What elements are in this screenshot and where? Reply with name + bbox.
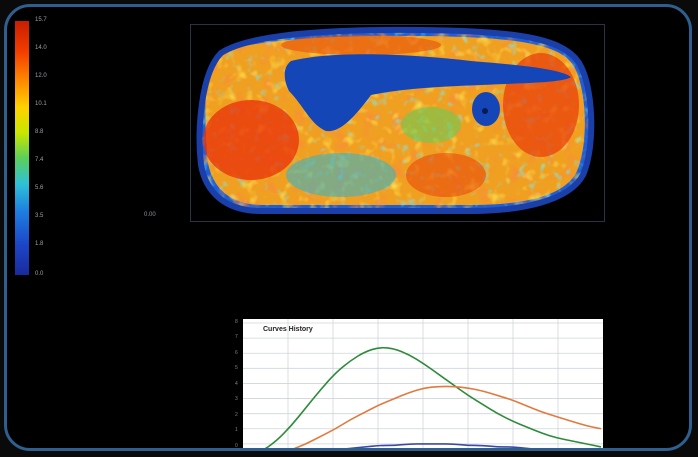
chart-y-tick: 0 xyxy=(235,443,238,449)
pressure-heatmap xyxy=(196,26,595,214)
pressure-map-panel xyxy=(190,24,605,222)
color-scale-tick: 15.7 xyxy=(35,17,47,23)
map-side-label: 0.00 xyxy=(144,212,156,218)
color-scale-tick: 14.0 xyxy=(35,45,47,51)
chart-svg: Curves History xyxy=(243,319,603,448)
color-scale-tick: 3.5 xyxy=(35,213,44,219)
chart-y-tick: 6 xyxy=(235,350,238,356)
color-scale-tick: 7.4 xyxy=(35,157,44,163)
color-scale-tick: 8.8 xyxy=(35,129,44,135)
chart-y-tick: 5 xyxy=(235,365,238,371)
chart-title: Curves History xyxy=(263,326,313,333)
chart-y-tick: 7 xyxy=(235,334,238,340)
chart-y-tick: 8 xyxy=(235,319,238,325)
image-frame: 15.7 14.0 12.0 10.1 8.8 7.4 5.6 3.5 1.8 … xyxy=(4,4,692,451)
curves-history-chart: Curves History xyxy=(243,319,603,448)
color-scale-tick: 5.6 xyxy=(35,185,44,191)
chart-y-tick: 4 xyxy=(235,381,238,387)
color-scale-tick: 12.0 xyxy=(35,73,47,79)
color-scale-tick: 10.1 xyxy=(35,101,47,107)
chart-y-tick: 2 xyxy=(235,412,238,418)
series-line-1 xyxy=(264,346,602,448)
chart-y-tick: 3 xyxy=(235,396,238,402)
series-line-2 xyxy=(293,385,602,448)
series-line-3 xyxy=(346,443,531,448)
chart-y-tick: 1 xyxy=(235,427,238,433)
color-scale-bar xyxy=(15,21,29,275)
color-scale-tick: 1.8 xyxy=(35,241,44,247)
color-scale-tick: 0.0 xyxy=(35,271,44,277)
